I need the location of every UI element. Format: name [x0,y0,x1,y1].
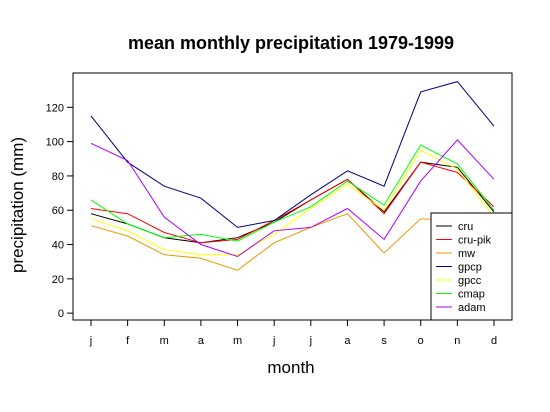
x-tick-label: d [491,335,497,347]
series-line-cru-pik [90,161,495,244]
x-tick-label: n [454,335,460,347]
y-tick-label: 100 [46,137,64,149]
legend-label-gpcc: gpcc [458,275,482,287]
chart-title: mean monthly precipitation 1979-1999 [128,33,454,53]
series-line-gpcc [90,149,495,256]
y-axis: 0 20 40 60 80 100 120 [46,102,74,320]
legend-label-adam: adam [458,302,486,314]
legend-label-gpcp: gpcp [458,262,482,274]
x-tick-label: m [160,335,169,347]
series-lines [90,81,495,271]
y-tick-label: 60 [52,205,64,217]
series-line-mw [90,213,495,271]
x-tick-label: a [344,335,351,347]
x-tick-label: m [233,335,242,347]
legend-label-mw: mw [458,248,475,260]
series-line-gpcp [90,81,495,228]
x-axis-title: month [267,358,314,377]
series-line-cmap [90,144,495,242]
x-tick-label: j [309,335,312,347]
y-tick-label: 20 [52,274,64,286]
y-tick-label: 120 [46,102,64,114]
series-line-adam [90,139,495,258]
y-axis-title: precipitation (mm) [8,137,27,273]
x-tick-label: f [126,335,130,347]
legend-label-cru-pik: cru-pik [458,235,492,247]
y-tick-label: 80 [52,171,64,183]
y-tick-label: 40 [52,240,64,252]
y-tick-label: 0 [58,308,64,320]
x-tick-label: o [418,335,424,347]
x-tick-label: s [381,335,387,347]
x-tick-label: j [272,335,275,347]
x-tick-label: a [198,335,205,347]
x-tick-label: j [89,335,92,347]
legend-label-cru: cru [458,221,473,233]
legend-label-cmap: cmap [458,289,485,301]
